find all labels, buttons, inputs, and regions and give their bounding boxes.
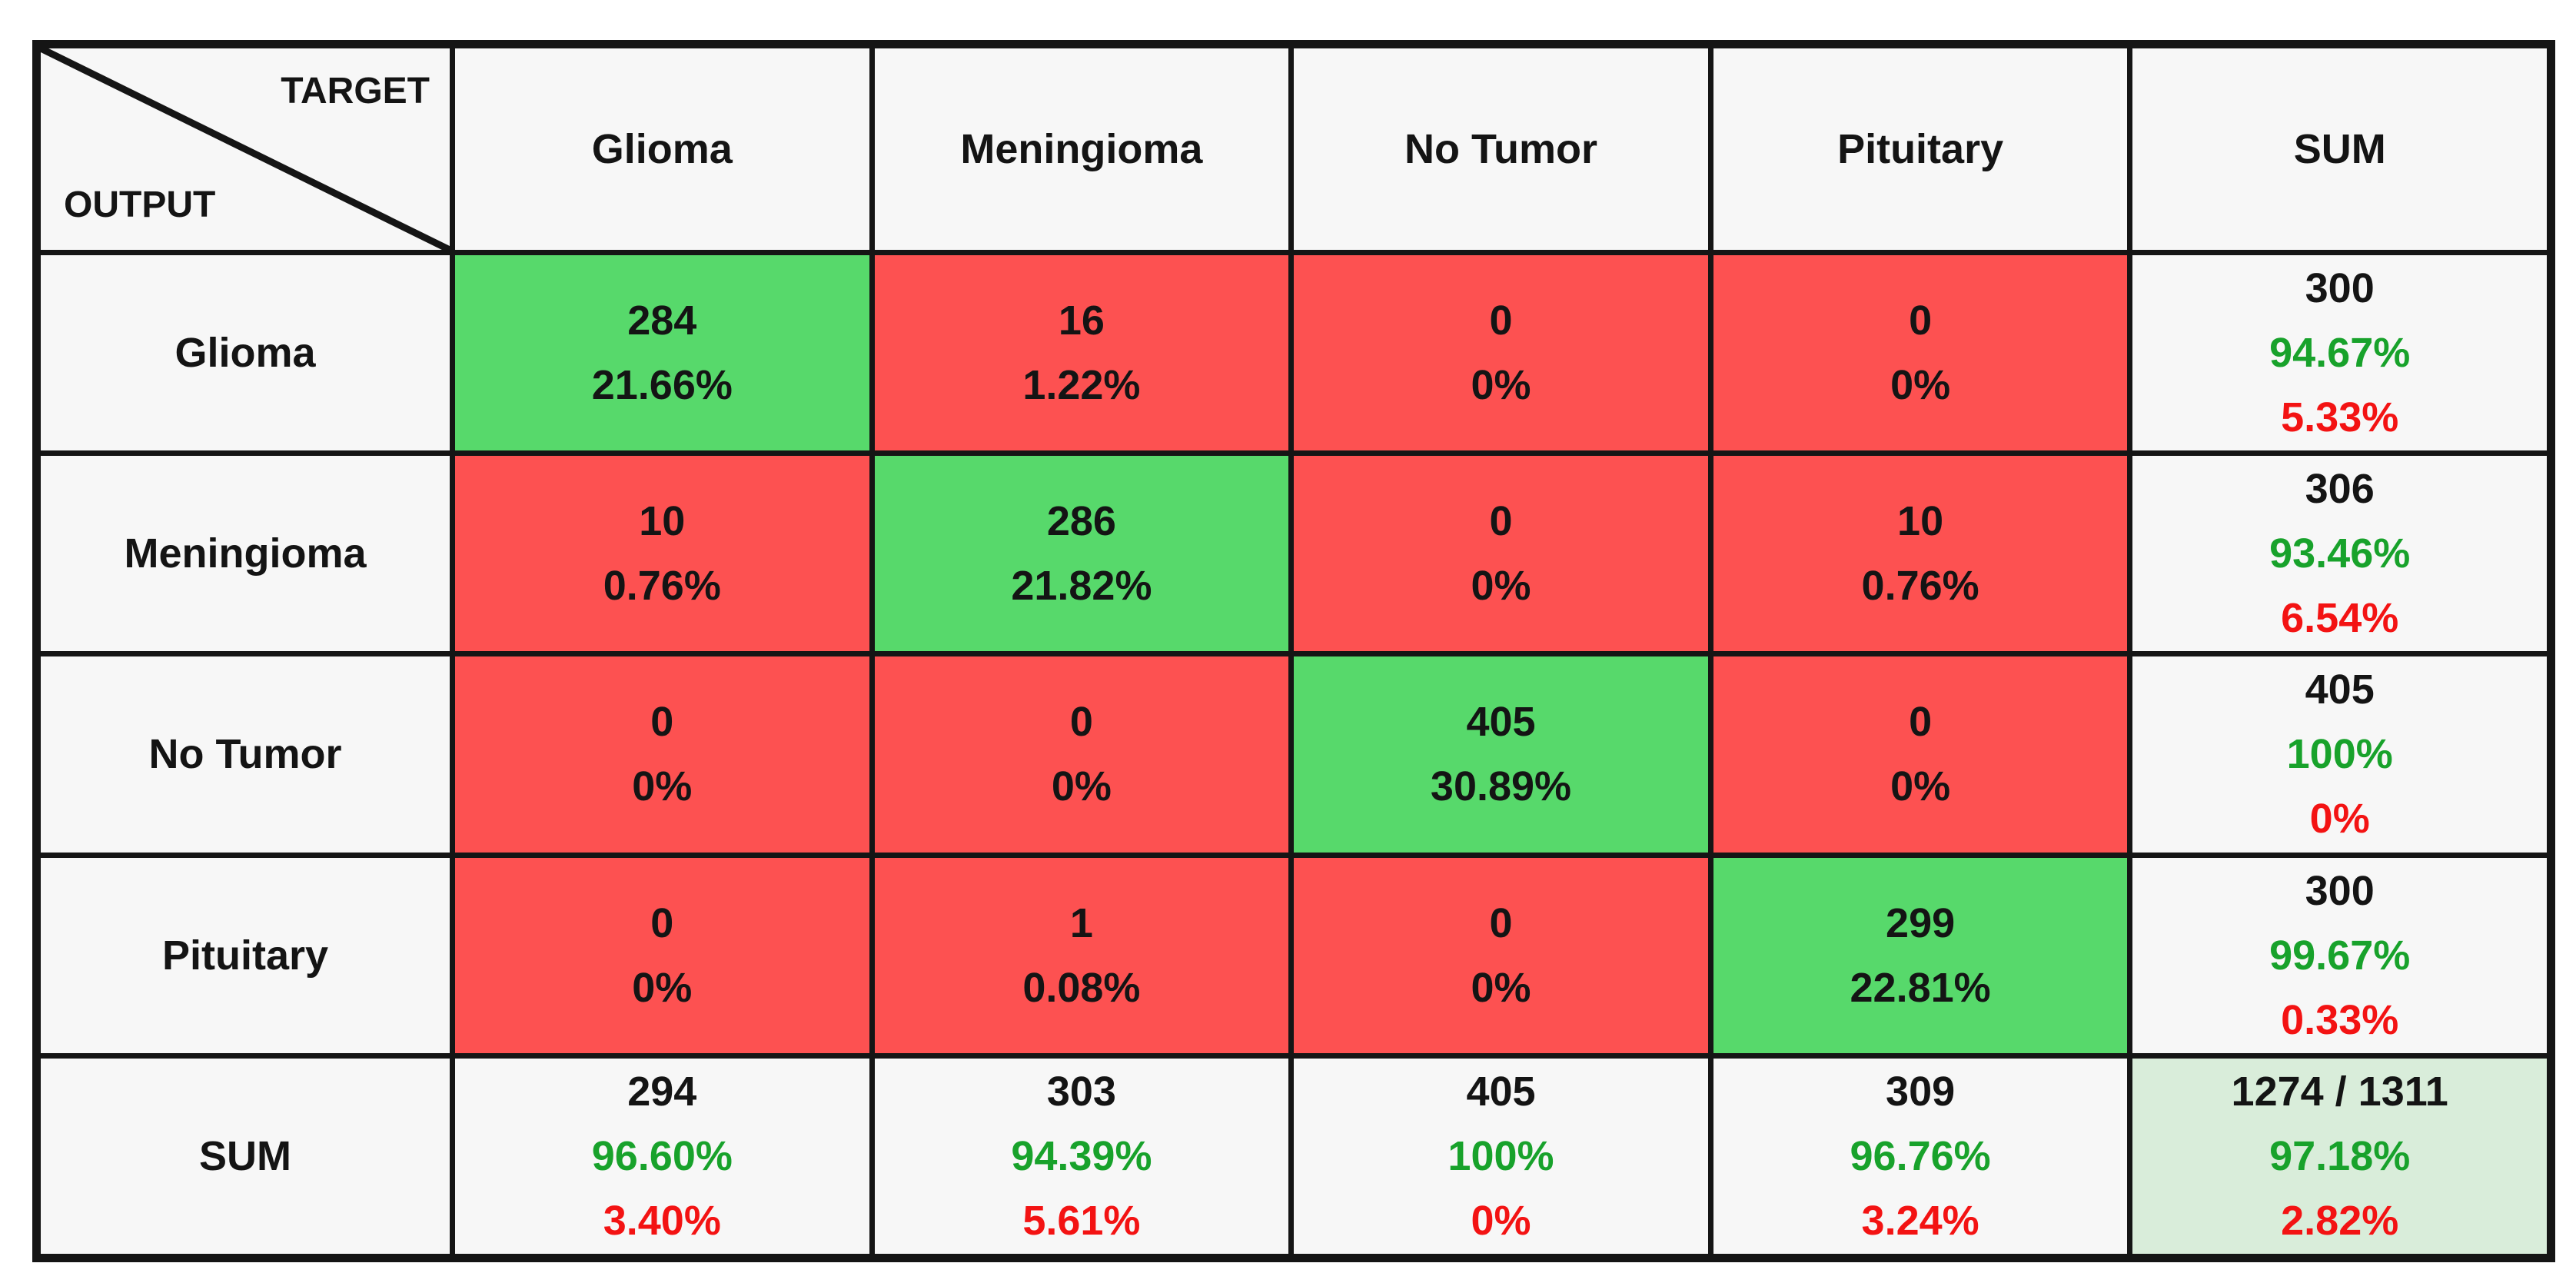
sum-error-percent: 0% [1471,1197,1531,1244]
cell-count: 0 [650,899,674,946]
sum-count: 306 [2305,466,2375,513]
sum-error-percent: 5.33% [2281,394,2399,441]
cell-count: 16 [1058,297,1105,344]
col-header-sum: SUM [2132,48,2547,250]
row-header-no-tumor: No Tumor [41,656,450,853]
cell-count: 0 [1909,699,1933,746]
cell-percent: 0% [632,763,693,810]
matrix-cell-pituitary-meningioma: 1 0.08% [874,857,1289,1053]
cell-percent: 0% [1890,763,1951,810]
axis-corner-cell: TARGET OUTPUT [41,48,450,250]
sum-correct-percent: 93.46% [2269,530,2411,577]
col-header-no-tumor: No Tumor [1294,48,1708,250]
cell-count: 0 [650,699,674,746]
matrix-cell-meningioma-pituitary: 10 0.76% [1713,456,2128,652]
cell-count: 284 [627,297,697,344]
sum-correct-percent: 99.67% [2269,932,2411,979]
sum-correct-percent: 94.67% [2269,330,2411,377]
matrix-cell-meningioma-no-tumor: 0 0% [1294,456,1708,652]
cell-percent: 22.81% [1850,964,1991,1011]
matrix-cell-glioma-meningioma: 16 1.22% [874,255,1289,451]
row-sum-no-tumor: 405 100% 0% [2132,656,2547,853]
grand-total-error: 2.82% [2281,1197,2399,1244]
output-axis-label: OUTPUT [64,184,216,225]
row-header-meningioma: Meningioma [41,456,450,652]
sum-correct-percent: 96.60% [591,1132,733,1179]
sum-error-percent: 3.24% [1861,1197,1979,1244]
matrix-cell-no-tumor-pituitary: 0 0% [1713,656,2128,853]
sum-error-percent: 6.54% [2281,595,2399,642]
row-sum-glioma: 300 94.67% 5.33% [2132,255,2547,451]
cell-count: 299 [1886,899,1956,946]
sum-count: 300 [2305,867,2375,914]
col-header-glioma: Glioma [455,48,869,250]
matrix-cell-glioma-pituitary: 0 0% [1713,255,2128,451]
matrix-cell-pituitary-pituitary: 299 22.81% [1713,857,2128,1053]
cell-percent: 0% [632,964,693,1011]
sum-count: 405 [2305,666,2375,713]
row-header-pituitary: Pituitary [41,857,450,1053]
cell-percent: 30.89% [1430,763,1572,810]
sum-error-percent: 5.61% [1022,1197,1141,1244]
cell-percent: 21.66% [591,362,733,409]
row-header-sum: SUM [41,1058,450,1254]
cell-percent: 0% [1890,362,1951,409]
cell-percent: 0.76% [1861,563,1979,610]
cell-count: 0 [1489,899,1513,946]
row-sum-meningioma: 306 93.46% 6.54% [2132,456,2547,652]
matrix-cell-no-tumor-no-tumor: 405 30.89% [1294,656,1708,853]
row-header-glioma: Glioma [41,255,450,451]
col-header-meningioma: Meningioma [874,48,1289,250]
sum-count: 303 [1046,1068,1116,1115]
sum-count: 294 [627,1068,697,1115]
col-sum-no-tumor: 405 100% 0% [1294,1058,1708,1254]
cell-count: 405 [1466,699,1536,746]
confusion-matrix: TARGET OUTPUT Glioma Meningioma No Tumor… [32,40,2555,1262]
cell-count: 0 [1489,297,1513,344]
cell-percent: 0.08% [1022,964,1141,1011]
grand-total-cell: 1274 / 1311 97.18% 2.82% [2132,1058,2547,1254]
cell-percent: 0.76% [603,563,721,610]
cell-percent: 0% [1471,362,1531,409]
matrix-cell-glioma-glioma: 284 21.66% [455,255,869,451]
sum-correct-percent: 100% [1448,1132,1554,1179]
row-sum-pituitary: 300 99.67% 0.33% [2132,857,2547,1053]
cell-percent: 0% [1471,563,1531,610]
target-axis-label: TARGET [281,71,430,111]
grand-total-count: 1274 / 1311 [2231,1068,2448,1115]
cell-percent: 21.82% [1011,563,1152,610]
sum-error-percent: 0% [2309,796,2370,843]
diagonal-divider-line [41,48,450,250]
matrix-cell-glioma-no-tumor: 0 0% [1294,255,1708,451]
matrix-cell-no-tumor-glioma: 0 0% [455,656,869,853]
matrix-cell-no-tumor-meningioma: 0 0% [874,656,1289,853]
col-sum-glioma: 294 96.60% 3.40% [455,1058,869,1254]
sum-error-percent: 0.33% [2281,996,2399,1043]
grand-total-accuracy: 97.18% [2269,1132,2411,1179]
sum-count: 405 [1466,1068,1536,1115]
sum-correct-percent: 100% [2286,731,2393,778]
cell-count: 0 [1909,297,1933,344]
cell-percent: 0% [1471,964,1531,1011]
sum-count: 309 [1886,1068,1956,1115]
matrix-cell-pituitary-glioma: 0 0% [455,857,869,1053]
cell-count: 10 [1897,498,1944,545]
sum-error-percent: 3.40% [603,1197,721,1244]
col-header-pituitary: Pituitary [1713,48,2128,250]
cell-count: 0 [1069,699,1093,746]
matrix-cell-pituitary-no-tumor: 0 0% [1294,857,1708,1053]
sum-correct-percent: 94.39% [1011,1132,1152,1179]
cell-count: 10 [639,498,686,545]
matrix-cell-meningioma-glioma: 10 0.76% [455,456,869,652]
matrix-cell-meningioma-meningioma: 286 21.82% [874,456,1289,652]
cell-percent: 0% [1051,763,1112,810]
col-sum-meningioma: 303 94.39% 5.61% [874,1058,1289,1254]
sum-count: 300 [2305,265,2375,312]
sum-correct-percent: 96.76% [1850,1132,1991,1179]
cell-count: 1 [1069,899,1093,946]
cell-count: 286 [1046,498,1116,545]
cell-count: 0 [1489,498,1513,545]
col-sum-pituitary: 309 96.76% 3.24% [1713,1058,2128,1254]
cell-percent: 1.22% [1022,362,1141,409]
